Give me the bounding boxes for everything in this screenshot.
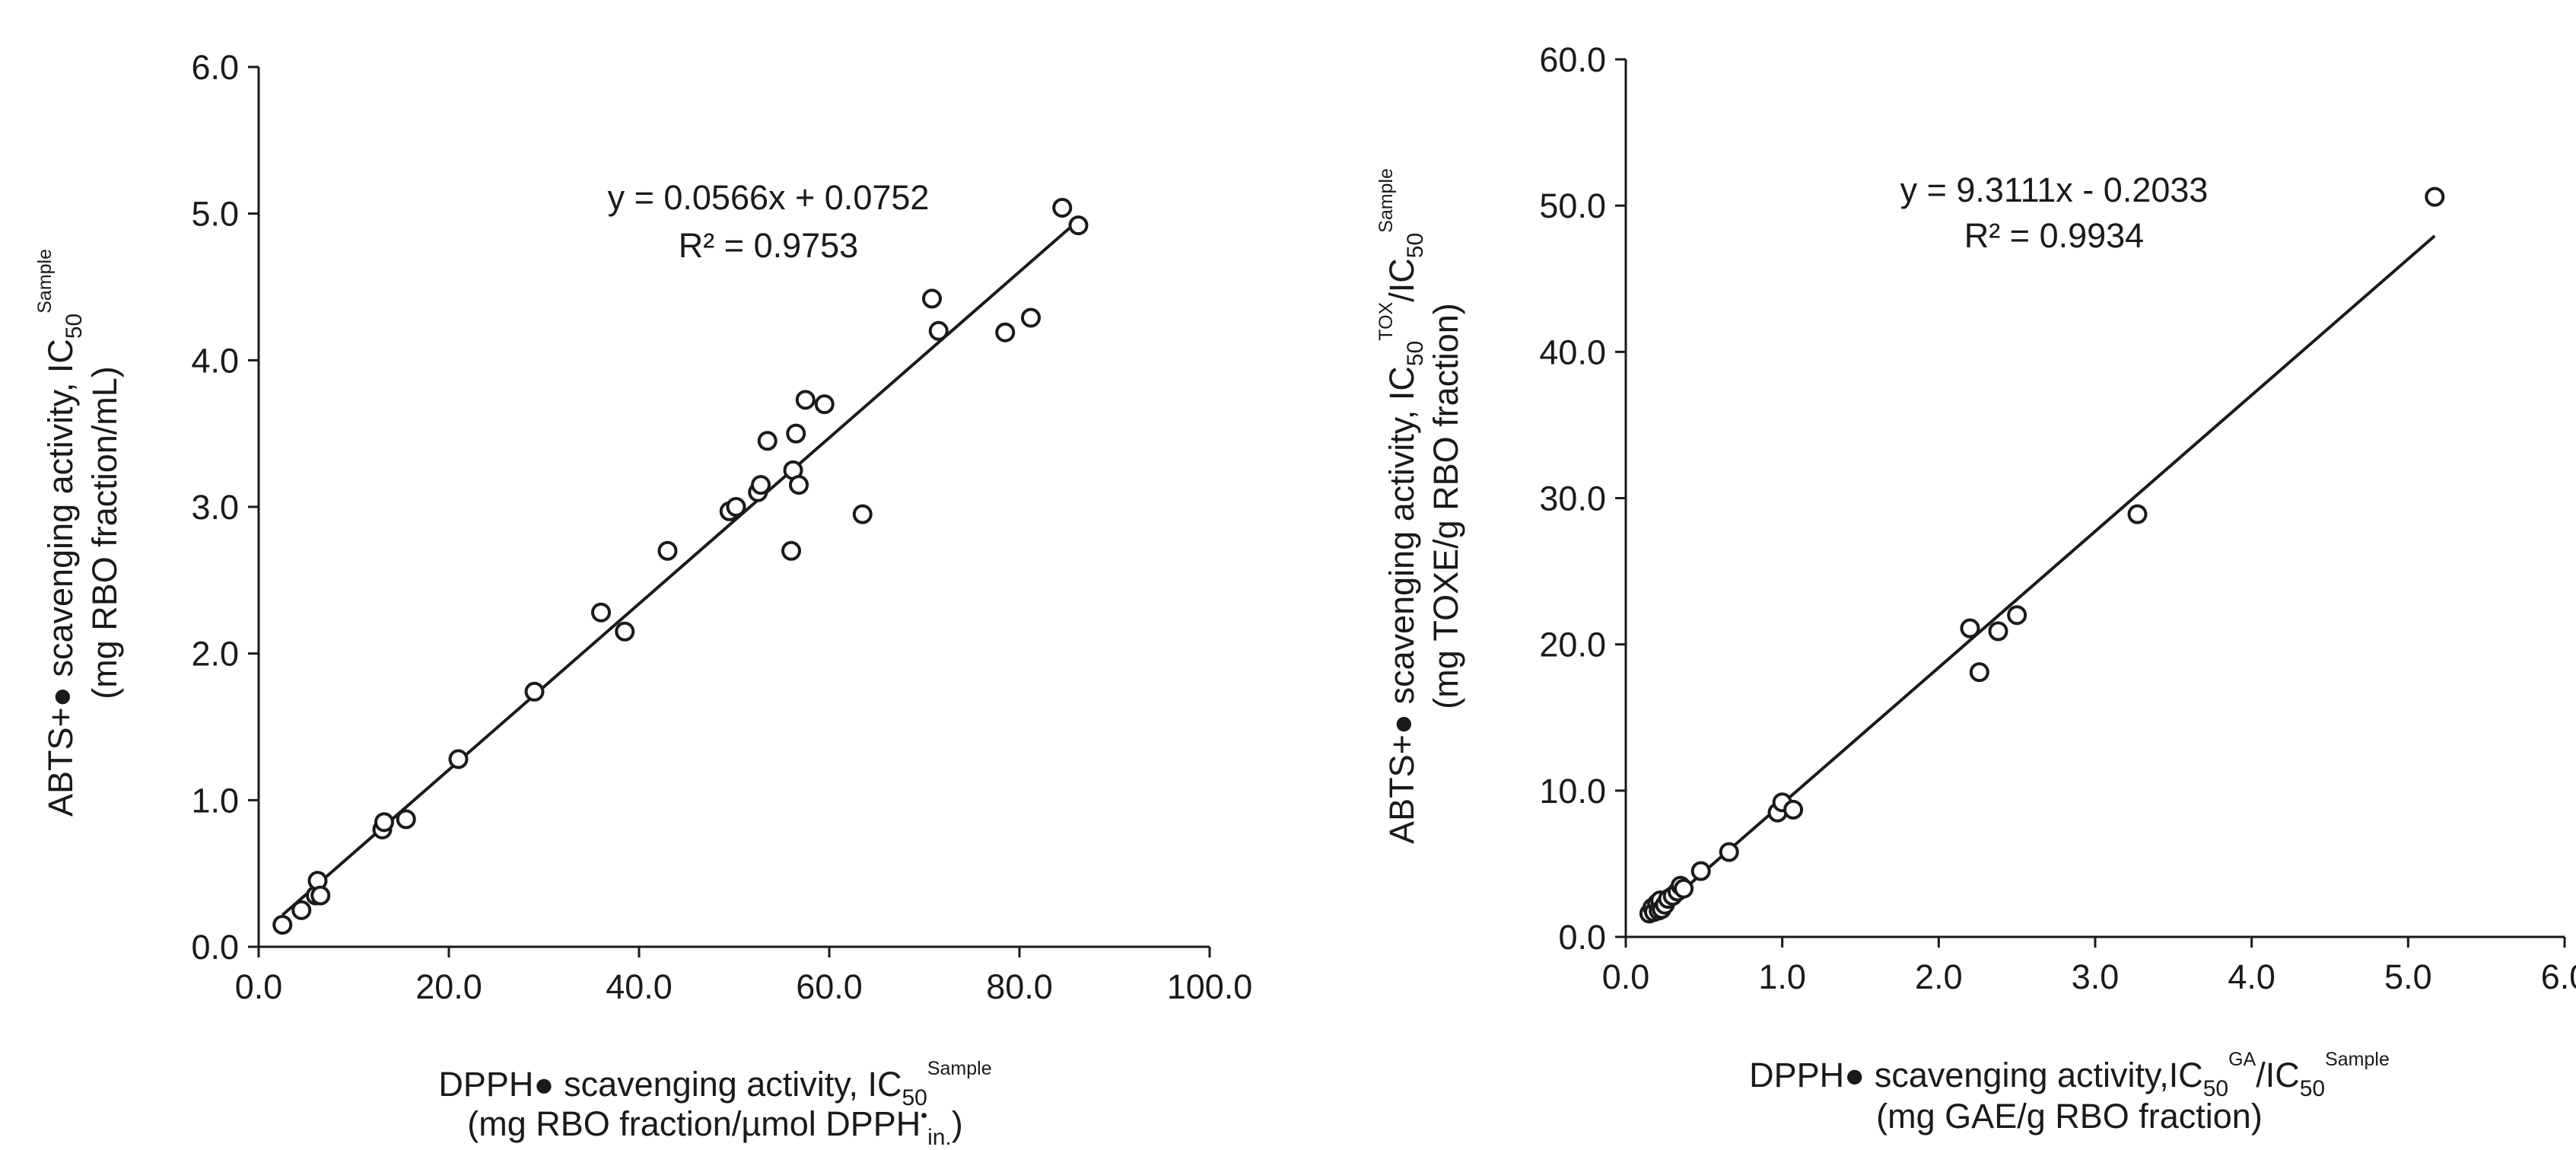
right-x-tick-label: 2.0 bbox=[1915, 957, 1963, 996]
left-data-point bbox=[786, 423, 806, 444]
left-x-tick-labels: 0.0 20.0 40.0 60.0 80.0 100.0 bbox=[235, 967, 1253, 1006]
left-y-axis-label-line2: (mg RBO fraction/mL) bbox=[85, 366, 124, 699]
left-axes bbox=[248, 65, 1211, 957]
left-data-point bbox=[781, 540, 801, 561]
left-data-point bbox=[751, 475, 771, 495]
left-data-point bbox=[1052, 197, 1073, 218]
left-chart: 0.0 20.0 40.0 60.0 80.0 100.0 0.0 1.0 2.0 3.0 4.0… bbox=[34, 48, 1252, 1150]
left-data-point bbox=[1068, 215, 1089, 236]
left-data-point bbox=[615, 621, 635, 642]
right-y-tick-label: 40.0 bbox=[1539, 333, 1606, 371]
right-regression-equation: y = 9.3111x - 0.2033 bbox=[1900, 170, 2209, 209]
right-y-tick-label: 10.0 bbox=[1539, 772, 1606, 811]
left-y-axis-label: ABTS+● scavenging activity, IC50Sample (… bbox=[34, 249, 124, 817]
left-x-axis-label-line1: DPPH● scavenging activity, IC50Sample bbox=[438, 1058, 991, 1110]
left-data-point bbox=[789, 475, 809, 495]
left-y-tick-label: 0.0 bbox=[191, 928, 239, 967]
right-axes bbox=[1615, 58, 2566, 948]
right-y-axis-label-line1: ABTS+● scavenging activity, IC50TOX/IC50… bbox=[1375, 168, 1428, 844]
left-y-tick-label: 3.0 bbox=[191, 488, 239, 527]
left-x-tick-label: 0.0 bbox=[235, 967, 283, 1006]
right-data-point bbox=[1674, 878, 1694, 899]
left-data-point bbox=[448, 749, 469, 769]
left-y-tick-label: 6.0 bbox=[191, 48, 239, 87]
left-data-point bbox=[1021, 307, 1041, 328]
left-data-point bbox=[524, 681, 545, 702]
right-y-tick-label: 30.0 bbox=[1539, 479, 1606, 518]
right-x-tick-label: 3.0 bbox=[2072, 957, 2120, 996]
left-data-points bbox=[272, 197, 1089, 935]
right-r-squared: R² = 0.9934 bbox=[1964, 216, 2144, 255]
left-data-point bbox=[657, 540, 678, 561]
right-y-tick-label: 60.0 bbox=[1539, 40, 1606, 79]
right-data-point bbox=[1783, 799, 1804, 820]
left-data-point bbox=[795, 390, 816, 410]
right-data-point bbox=[1969, 662, 1989, 683]
left-x-tick-label: 40.0 bbox=[606, 967, 673, 1006]
right-x-tick-label: 6.0 bbox=[2541, 957, 2576, 996]
right-trendline bbox=[1648, 234, 2436, 921]
left-x-tick-label: 60.0 bbox=[796, 967, 863, 1006]
right-data-point bbox=[2007, 605, 2027, 626]
right-trendline-line bbox=[1648, 234, 2436, 921]
right-x-tick-label: 0.0 bbox=[1602, 957, 1650, 996]
right-data-point bbox=[1690, 861, 1711, 881]
right-y-tick-label: 20.0 bbox=[1539, 626, 1606, 664]
right-x-axis-label-line1: DPPH● scavenging activity,IC50GA/IC50Sam… bbox=[1749, 1049, 2390, 1101]
left-data-point bbox=[310, 885, 331, 906]
left-x-axis-label-line2: (mg RBO fraction/µmol DPPH•in.) bbox=[467, 1104, 963, 1150]
right-data-point bbox=[1960, 618, 1980, 639]
right-data-point bbox=[1719, 842, 1739, 862]
right-y-axis-label: ABTS+● scavenging activity, IC50TOX/IC50… bbox=[1375, 168, 1465, 844]
left-y-tick-label: 5.0 bbox=[191, 195, 239, 234]
right-data-points bbox=[1639, 186, 2445, 924]
left-data-point bbox=[995, 322, 1016, 342]
left-data-point bbox=[291, 900, 312, 920]
left-y-axis-label-line1: ABTS+● scavenging activity, IC50Sample bbox=[34, 249, 87, 817]
right-x-axis-label-line2: (mg GAE/g RBO fraction) bbox=[1876, 1097, 2263, 1136]
left-data-point bbox=[591, 602, 611, 623]
left-x-tick-label: 100.0 bbox=[1167, 967, 1253, 1006]
left-data-point bbox=[374, 812, 394, 833]
right-x-tick-label: 5.0 bbox=[2384, 957, 2432, 996]
right-y-tick-label: 0.0 bbox=[1558, 918, 1606, 957]
right-x-tick-label: 4.0 bbox=[2228, 957, 2275, 996]
left-data-point bbox=[726, 497, 746, 517]
left-x-tick-label: 80.0 bbox=[986, 967, 1053, 1006]
right-data-point bbox=[1988, 621, 2008, 642]
right-x-tick-labels: 0.0 1.0 2.0 3.0 4.0 5.0 6.0 bbox=[1602, 957, 2576, 996]
left-y-tick-label: 4.0 bbox=[191, 341, 239, 380]
left-x-tick-label: 20.0 bbox=[415, 967, 482, 1006]
left-data-point bbox=[396, 809, 416, 830]
right-y-tick-label: 50.0 bbox=[1539, 186, 1606, 225]
right-y-tick-labels: 0.0 10.0 20.0 30.0 40.0 50.0 60.0 bbox=[1539, 40, 1606, 957]
right-chart: 0.0 1.0 2.0 3.0 4.0 5.0 6.0 0.0 10.0 20.0 30.0 40.… bbox=[1375, 40, 2576, 1136]
left-data-point bbox=[272, 915, 293, 935]
left-data-point bbox=[814, 394, 835, 415]
right-data-point bbox=[2425, 186, 2445, 207]
left-y-tick-label: 1.0 bbox=[191, 781, 239, 820]
left-y-tick-label: 2.0 bbox=[191, 635, 239, 674]
left-data-point bbox=[922, 288, 942, 309]
left-regression-equation: y = 0.0566x + 0.0752 bbox=[608, 178, 930, 217]
right-y-axis-label-line2: (mg TOXE/g RBO fraction) bbox=[1426, 303, 1465, 709]
right-data-point bbox=[2127, 504, 2148, 524]
left-data-point bbox=[852, 504, 873, 524]
left-y-tick-labels: 0.0 1.0 2.0 3.0 4.0 5.0 6.0 bbox=[191, 48, 239, 967]
left-r-squared: R² = 0.9753 bbox=[679, 226, 858, 265]
right-x-tick-label: 1.0 bbox=[1758, 957, 1806, 996]
left-data-point bbox=[928, 320, 949, 341]
left-data-point bbox=[757, 431, 778, 451]
